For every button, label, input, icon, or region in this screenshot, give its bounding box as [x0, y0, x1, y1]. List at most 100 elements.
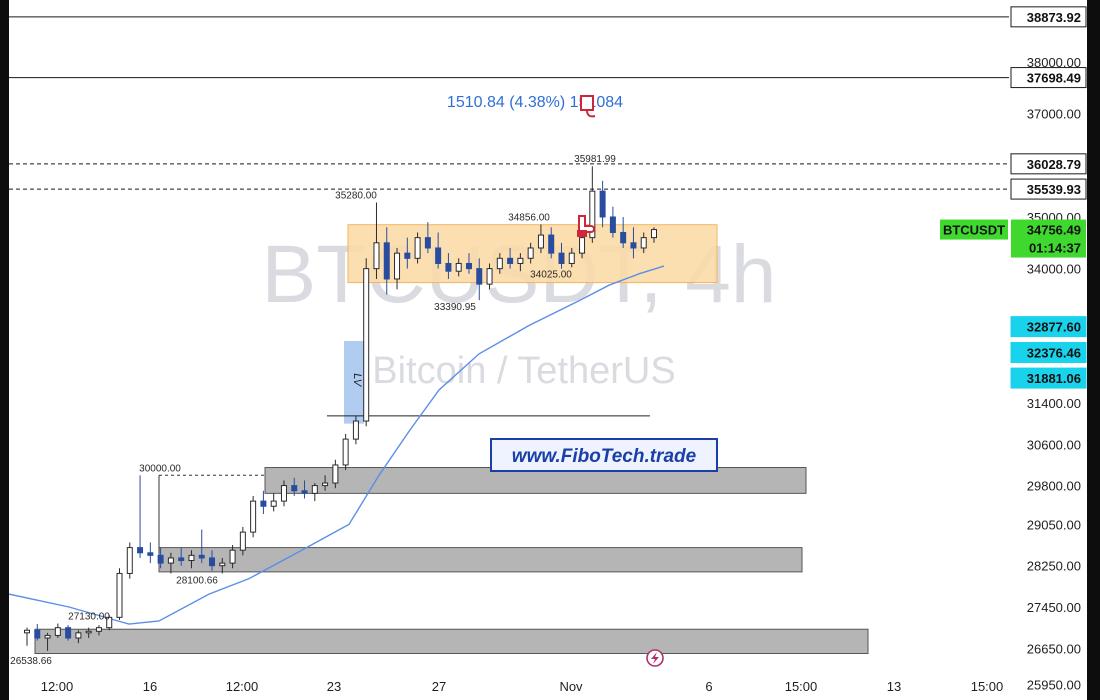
ma-line	[9, 265, 665, 625]
candle-24[interactable]	[270, 493, 277, 512]
candle-40[interactable]	[435, 232, 442, 269]
candle-52[interactable]	[558, 242, 565, 269]
candlesticks[interactable]	[24, 166, 657, 651]
candle-7[interactable]	[95, 625, 102, 636]
candle-body	[301, 490, 308, 494]
candle-17[interactable]	[198, 529, 205, 564]
candle-31[interactable]	[342, 433, 349, 471]
price-chart[interactable]: BTCUSDT, 4h Bitcoin / TetherUS LV 35280.…	[9, 0, 1087, 700]
candle-23[interactable]	[260, 490, 267, 515]
price-tag-35539.93[interactable]: 35539.93	[1010, 178, 1087, 200]
candle-18[interactable]	[209, 550, 216, 571]
candle-12[interactable]	[147, 542, 154, 564]
candle-34[interactable]	[373, 202, 380, 279]
price-tag-37698.49[interactable]: 37698.49	[1010, 67, 1087, 89]
candle-19[interactable]	[219, 557, 226, 574]
candle-30[interactable]	[332, 459, 339, 489]
y-tick-37000.00: 37000.00	[1027, 107, 1081, 122]
x-tick-7: 15:00	[785, 679, 818, 694]
candle-21[interactable]	[239, 526, 246, 556]
price-tag-box	[1010, 342, 1087, 364]
candle-42[interactable]	[455, 258, 462, 277]
candle-14[interactable]	[167, 552, 174, 574]
candle-51[interactable]	[548, 227, 555, 259]
candle-body	[311, 485, 318, 494]
candle-50[interactable]	[537, 224, 544, 254]
candle-body	[229, 549, 236, 564]
candle-38[interactable]	[414, 232, 421, 264]
candle-body	[270, 500, 277, 507]
candle-49[interactable]	[527, 242, 534, 264]
candle-body	[589, 190, 596, 239]
annotation-34025.00: 34025.00	[530, 269, 572, 280]
marker-box	[580, 95, 594, 111]
candle-36[interactable]	[394, 247, 401, 290]
price-tag-label: 31881.06	[1027, 371, 1081, 386]
candle-46[interactable]	[496, 253, 503, 274]
candle-13[interactable]	[157, 547, 164, 569]
candle-60[interactable]	[640, 232, 647, 254]
candle-body	[517, 257, 524, 264]
candle-25[interactable]	[280, 480, 287, 507]
candle-53[interactable]	[568, 247, 575, 268]
price-tag-32877.60[interactable]: 32877.60	[1010, 316, 1087, 338]
candle-body	[486, 268, 493, 285]
candle-16[interactable]	[188, 550, 195, 569]
candle-27[interactable]	[301, 480, 308, 499]
candle-47[interactable]	[507, 247, 514, 269]
candle-35[interactable]	[383, 227, 390, 295]
candle-48[interactable]	[517, 253, 524, 272]
lightning-icon[interactable]	[646, 649, 664, 667]
hand-shape	[578, 215, 595, 233]
candle-10[interactable]	[126, 542, 133, 579]
price-tag-36028.79[interactable]: 36028.79	[1010, 153, 1087, 175]
candle-58[interactable]	[620, 216, 627, 248]
lv-label: LV	[351, 373, 363, 388]
price-tag-label: 35539.93	[1027, 182, 1081, 197]
candle-59[interactable]	[630, 227, 637, 259]
candle-44[interactable]	[476, 258, 483, 301]
candle-33[interactable]	[363, 258, 370, 427]
price-tag-31881.06[interactable]: 31881.06	[1010, 367, 1087, 389]
candle-4[interactable]	[65, 625, 72, 641]
candle-body	[507, 257, 514, 264]
candle-9[interactable]	[116, 568, 123, 620]
y-tick-28250.00: 28250.00	[1027, 559, 1081, 574]
candle-body	[496, 257, 503, 270]
candle-15[interactable]	[178, 547, 185, 566]
candle-0[interactable]	[24, 627, 30, 646]
candle-22[interactable]	[250, 495, 257, 538]
candle-body	[24, 629, 30, 634]
candle-5[interactable]	[75, 630, 82, 644]
candle-1[interactable]	[34, 624, 41, 641]
candle-41[interactable]	[445, 253, 452, 279]
liquidity-void-box	[344, 340, 364, 424]
candle-61[interactable]	[651, 227, 657, 243]
price-tag-box	[1010, 316, 1087, 338]
price-tag-32376.46[interactable]: 32376.46	[1010, 342, 1087, 364]
candle-body	[65, 627, 72, 639]
candle-3[interactable]	[54, 623, 61, 639]
price-tag-38873.92[interactable]: 38873.92	[1010, 6, 1087, 28]
candle-56[interactable]	[599, 180, 606, 228]
price-axis[interactable]: 38000.0037000.0035000.0034000.0031400.00…	[940, 0, 1087, 700]
price-annotations: 35280.00 34856.00 33390.95 34025.00 30000.00…	[10, 94, 623, 667]
candle-26[interactable]	[291, 477, 298, 496]
candle-2[interactable]	[44, 632, 51, 651]
time-axis[interactable]: 12:00 16 12:00 23 27 Nov 6 15:00 13 15:00	[41, 679, 1004, 694]
candle-43[interactable]	[465, 253, 472, 274]
candle-39[interactable]	[424, 222, 431, 254]
promo-text: www.FiboTech.trade	[512, 446, 697, 467]
candle-11[interactable]	[137, 475, 144, 558]
candle-37[interactable]	[404, 237, 411, 269]
candle-45[interactable]	[486, 263, 493, 290]
candle-6[interactable]	[85, 627, 92, 639]
candle-57[interactable]	[609, 206, 616, 238]
candle-8[interactable]	[106, 614, 113, 631]
annotation-34856.00: 34856.00	[508, 212, 550, 223]
y-tick-27450.00: 27450.00	[1027, 600, 1081, 615]
candle-29[interactable]	[322, 475, 329, 491]
candle-20[interactable]	[229, 545, 236, 569]
candle-28[interactable]	[311, 483, 318, 502]
candle-32[interactable]	[352, 415, 359, 445]
